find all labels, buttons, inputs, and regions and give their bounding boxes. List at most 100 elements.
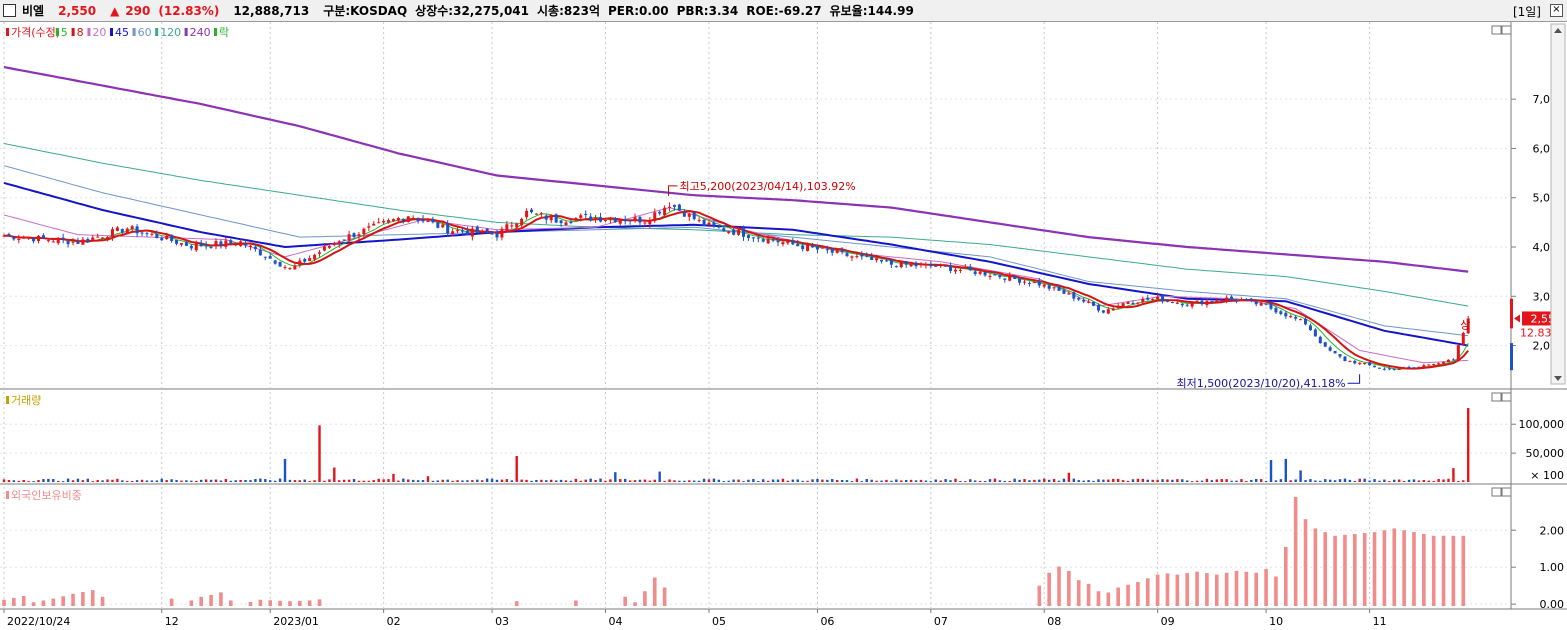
volume-bar <box>1161 479 1164 482</box>
foreign-ratio-bar <box>662 587 667 606</box>
volume-bar <box>441 479 444 482</box>
candle-body <box>1096 304 1100 311</box>
candle-body <box>1106 309 1110 314</box>
legend-swatch <box>155 28 159 36</box>
candle-body <box>1126 302 1130 305</box>
volume-bar <box>712 478 716 482</box>
pane-controls[interactable] <box>1491 25 1512 497</box>
candle-body <box>786 240 790 244</box>
right-scrollbar[interactable] <box>1550 23 1566 385</box>
volume-bar <box>776 479 780 482</box>
current-price: 2,550 <box>58 3 97 18</box>
foreign-ratio-bar <box>1392 528 1397 606</box>
candle-body <box>608 218 612 220</box>
volume-bar <box>426 476 430 482</box>
select-checkbox[interactable] <box>3 4 16 17</box>
close-icon[interactable]: × <box>1550 4 1563 17</box>
candle-body <box>244 243 248 246</box>
candle-body <box>12 236 16 240</box>
candle-body <box>1111 308 1115 311</box>
foreign-ratio-bar <box>307 600 312 606</box>
foreign-ratio-bar <box>258 599 263 606</box>
candle-body <box>475 226 479 234</box>
volume-bar <box>707 479 711 482</box>
candle-body <box>209 246 213 248</box>
candle-body <box>421 219 425 222</box>
foreign-ratio-bar <box>1234 570 1239 606</box>
candle-body <box>1259 302 1263 306</box>
volume-bar <box>145 480 149 482</box>
volume-bar <box>811 479 814 482</box>
ma60-line <box>3 165 1469 337</box>
volume-bar <box>308 480 311 482</box>
volume-bar <box>1038 479 1041 482</box>
candle-body <box>909 264 913 267</box>
legend-swatch <box>87 28 91 36</box>
candle-body <box>1225 297 1229 303</box>
volume-bar <box>411 479 415 482</box>
foreign-legend: 외국인보유비중 <box>6 489 82 502</box>
volume-bar <box>1328 479 1332 482</box>
candle-body <box>973 271 977 274</box>
volume-bar <box>431 480 435 482</box>
foreign-ratio-bar <box>1155 574 1160 606</box>
foreign-ratio-bar <box>1274 576 1278 606</box>
candle-body <box>460 230 464 232</box>
candle-body <box>1092 301 1096 306</box>
volume-bar <box>500 479 504 482</box>
legend-label: 45 <box>115 26 129 39</box>
volume-bar <box>1422 479 1426 482</box>
x-tick-label: 2023/01 <box>273 615 319 628</box>
candle-body <box>175 239 179 244</box>
volume-bar <box>1402 481 1406 483</box>
volume-bar <box>643 479 647 482</box>
candle-body <box>840 250 844 252</box>
candle-body <box>342 239 346 241</box>
candle-body <box>125 228 129 235</box>
candle-body <box>865 255 869 257</box>
volume-bar <box>510 480 513 482</box>
candle-body <box>835 250 839 253</box>
volume-bar <box>619 479 622 482</box>
volume-bar <box>1250 479 1253 482</box>
candle-body <box>672 204 676 207</box>
candle-body <box>401 218 405 221</box>
y-tick-label: 1.00 <box>1540 561 1565 574</box>
candle-body <box>574 217 578 221</box>
candle-body <box>219 241 223 246</box>
stock-chart[interactable]: 2,0003,0004,0005,0006,0007,000100,00050,… <box>0 22 1567 630</box>
volume-bar <box>234 480 237 482</box>
volume-bar <box>407 479 410 482</box>
foreign-ratio-bar <box>1047 572 1051 606</box>
candle-body <box>263 256 267 258</box>
candlestick-series <box>2 202 1470 371</box>
candle-body <box>1264 303 1268 305</box>
volume-bar <box>495 479 499 482</box>
volume-bar <box>648 480 652 482</box>
volume-bar <box>1033 479 1036 482</box>
foreign-ratio-bar <box>268 600 273 606</box>
candle-body <box>1392 368 1396 370</box>
volume-bar <box>683 480 686 482</box>
candle-body <box>322 246 326 251</box>
candle-body <box>668 206 672 208</box>
candle-body <box>332 243 336 245</box>
volume-bar <box>1284 458 1287 482</box>
candle-body <box>653 212 657 222</box>
candle-body <box>372 223 376 226</box>
volume-bar <box>1264 481 1268 483</box>
candle-body <box>978 271 982 274</box>
volume-bar <box>924 480 928 482</box>
candle-body <box>1333 350 1337 354</box>
volume-bar <box>293 480 297 482</box>
candle-body <box>130 226 134 230</box>
candle-body <box>1377 367 1381 369</box>
volume-bar <box>333 467 336 482</box>
volume-bar <box>850 481 854 483</box>
candle-body <box>924 264 928 266</box>
period-selector[interactable]: [1일] <box>1512 5 1541 19</box>
candle-body <box>1461 332 1465 345</box>
volume-bar <box>1279 479 1283 482</box>
volume-bar <box>964 481 967 483</box>
volume-bar <box>1412 479 1416 482</box>
